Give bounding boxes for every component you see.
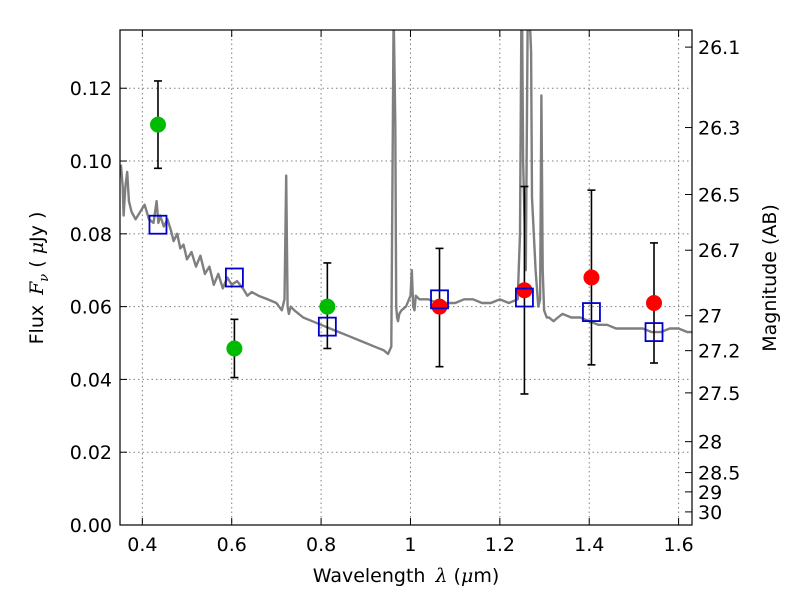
model-point-square xyxy=(224,267,244,288)
y2-tick-label: 27 xyxy=(698,306,722,328)
x-tick-label: 1.6 xyxy=(663,534,693,556)
y-tick-label: 0.02 xyxy=(70,442,112,464)
x-tick-label: 1.4 xyxy=(574,534,604,556)
data-point-circle xyxy=(583,269,600,286)
y2-tick-label: 26.1 xyxy=(698,37,740,59)
y2-tick-label: 27.2 xyxy=(698,341,740,363)
model-point-square xyxy=(515,287,534,308)
model-point-square xyxy=(430,289,449,310)
x-tick-label: 1 xyxy=(404,534,416,556)
data-markers xyxy=(148,116,664,357)
x-tick-label: 0.6 xyxy=(217,534,247,556)
model-point-square xyxy=(582,302,601,322)
y-tick-label: 0.06 xyxy=(70,297,112,319)
x-tick-label: 0.8 xyxy=(306,534,336,556)
y2-tick-label: 26.5 xyxy=(698,185,740,207)
axis-ticks: 0.4 0.6 0.8 1 1.2 1.4 1.6 0.00 0.02 0.04 0.06 0.08 0… xyxy=(70,30,740,556)
plot-frame xyxy=(119,29,693,526)
y2-axis-label: Magnitude (AB) xyxy=(759,204,781,352)
x-tick-label: 0.4 xyxy=(127,534,157,556)
y2-tick-label: 28 xyxy=(698,432,722,454)
y-tick-label: 0.00 xyxy=(70,515,112,537)
y-tick-label: 0.12 xyxy=(70,78,112,100)
y2-tick-label: 28.5 xyxy=(698,463,740,485)
y2-tick-label: 29 xyxy=(698,482,722,504)
y2-tick-label: 30 xyxy=(698,502,722,524)
x-tick-label: 1.2 xyxy=(485,534,515,556)
model-spectrum-line xyxy=(120,30,692,356)
y2-tick-label: 27.5 xyxy=(698,383,740,405)
plot-area xyxy=(120,30,692,395)
model-point-square xyxy=(148,214,168,235)
y2-tick-label: 26.7 xyxy=(698,240,740,262)
grid-lines xyxy=(120,30,692,526)
model-point-square xyxy=(317,316,337,337)
y-axis-label: FluxFν ( μJy ) xyxy=(26,212,52,345)
x-axis-label: Wavelength λ (μm) xyxy=(313,565,500,587)
data-point-circle xyxy=(226,340,243,357)
y2-tick-label: 26.3 xyxy=(698,118,740,140)
data-point-circle xyxy=(646,294,663,311)
data-point-circle xyxy=(319,298,336,315)
data-point-circle xyxy=(516,282,533,299)
y-tick-label: 0.10 xyxy=(70,151,112,173)
model-point-square xyxy=(644,322,664,342)
data-point-circle xyxy=(431,298,448,315)
y-tick-label: 0.04 xyxy=(70,369,112,391)
data-point-circle xyxy=(149,116,166,133)
y-tick-label: 0.08 xyxy=(70,224,112,246)
